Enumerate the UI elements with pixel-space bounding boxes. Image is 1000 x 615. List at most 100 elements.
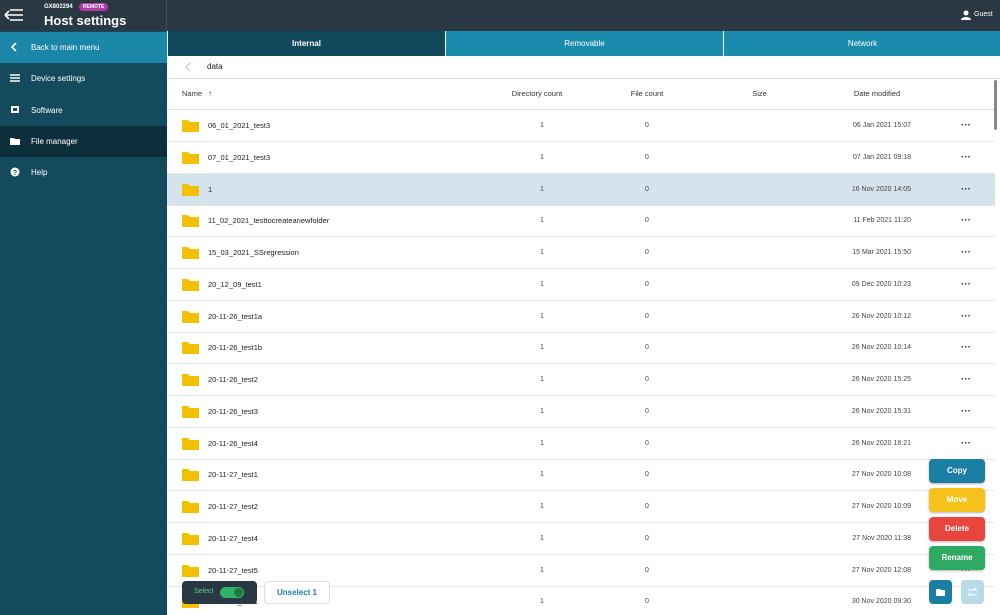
column-header[interactable]: Size xyxy=(752,89,767,98)
date-modified: 27 Nov 2020 11:38 xyxy=(852,534,911,542)
sidebar-item[interactable]: File manager xyxy=(0,125,167,157)
row-menu[interactable]: ··· xyxy=(961,564,971,576)
sidebar-label: File manager xyxy=(31,136,78,146)
unselect-button[interactable]: Unselect 1 xyxy=(264,581,330,604)
date-modified: 27 Nov 2020 10:09 xyxy=(851,503,911,510)
new-folder-button[interactable] xyxy=(929,580,952,604)
date-modified: 06 Jan 2021 15:07 xyxy=(853,122,911,129)
file-row[interactable]: 11_02_2021_testtocreateanewfolder 1 0 11 Fe… xyxy=(167,205,995,238)
directory-count: 1 xyxy=(540,566,544,574)
file-count: 0 xyxy=(645,439,649,447)
file-name: 20-11-26_test3 xyxy=(208,406,258,416)
sidebar-label: Help xyxy=(31,168,48,178)
file-count: 0 xyxy=(645,217,649,225)
page-title: Host settings xyxy=(44,13,127,28)
action-button[interactable]: Rename xyxy=(929,546,985,570)
tab[interactable]: Removable xyxy=(445,31,723,56)
remote-badge: REMOTE xyxy=(79,3,109,11)
tab[interactable]: Internal xyxy=(167,31,445,56)
action-button[interactable]: Delete xyxy=(929,517,985,541)
date-modified: 27 Nov 2020 10:08 xyxy=(851,471,911,479)
file-name: 11_02_2021_testtocreateanewfolder xyxy=(208,216,330,226)
folder-icon xyxy=(182,120,199,132)
action-button[interactable]: Copy xyxy=(929,459,985,483)
date-modified: 26 Nov 2020 10:12 xyxy=(851,312,911,320)
breadcrumb: data xyxy=(207,62,223,71)
row-menu[interactable]: ··· xyxy=(961,374,971,385)
column-header[interactable]: Date modified xyxy=(853,89,901,98)
file-name: 06_01_2021_test3 xyxy=(208,121,271,130)
file-row[interactable]: 20-11-26_test2 1 0 26 Nov 2020 15:25 ··· xyxy=(167,364,995,396)
file-row[interactable]: 1 1 0 16 Nov 2020 14:05 ··· xyxy=(167,173,995,206)
column-header[interactable]: File count xyxy=(630,89,664,98)
user-name[interactable]: Guest xyxy=(974,11,993,18)
sidebar-item[interactable]: ? Help xyxy=(0,157,167,188)
file-name: 20-11-27_test5 xyxy=(208,565,258,575)
directory-count: 1 xyxy=(540,249,544,256)
sidebar-item[interactable]: Software xyxy=(0,95,167,126)
directory-count: 1 xyxy=(540,439,544,447)
row-menu[interactable]: ··· xyxy=(961,151,971,163)
column-header[interactable]: Name xyxy=(182,89,203,98)
sidebar-icon xyxy=(10,74,20,82)
sidebar-item[interactable]: Device settings xyxy=(0,63,167,94)
folder-icon xyxy=(182,469,199,482)
file-count: 0 xyxy=(645,471,649,479)
row-menu[interactable]: ··· xyxy=(961,437,971,449)
file-count: 0 xyxy=(645,407,649,415)
folder-icon xyxy=(182,183,199,196)
svg-text:?: ? xyxy=(13,170,17,177)
file-row[interactable]: 20-11-26_test1a 1 0 26 Nov 2020 10:12 ··· xyxy=(167,301,995,333)
tab[interactable]: Network xyxy=(723,31,1000,56)
file-row[interactable]: 20-11-27_test5 1 0 27 Nov 2020 12:08 ··· xyxy=(167,555,995,587)
file-row[interactable]: 15_03_2021_SSregression 1 0 15 Mar 2021 15:… xyxy=(167,237,995,269)
folder-icon xyxy=(182,278,199,291)
row-menu[interactable]: ··· xyxy=(961,215,971,227)
column-header[interactable]: Directory count xyxy=(511,89,563,98)
directory-count: 1 xyxy=(540,344,544,352)
select-toggle[interactable]: Select xyxy=(182,581,257,604)
row-menu[interactable]: ··· xyxy=(961,310,971,322)
row-menu[interactable]: ··· xyxy=(961,405,971,417)
file-row[interactable]: 07_01_2021_test3 1 0 07 Jan 2021 09:18 ··· xyxy=(167,142,995,174)
file-count: 0 xyxy=(645,598,649,606)
file-count: 0 xyxy=(645,534,649,542)
file-name: 1 xyxy=(208,184,213,194)
row-menu[interactable]: ··· xyxy=(961,342,971,354)
file-name: 07_01_2021_test3 xyxy=(208,152,271,162)
row-menu[interactable]: ··· xyxy=(961,247,971,258)
folder-icon xyxy=(182,501,199,513)
date-modified: 27 Nov 2020 12:08 xyxy=(851,566,911,574)
file-count: 0 xyxy=(645,312,649,320)
file-row[interactable]: 20_12_09_test1 1 0 09 Dec 2020 10:23 ··· xyxy=(167,269,995,301)
file-name: 20-11-27_test4 xyxy=(208,533,258,543)
row-menu[interactable]: ··· xyxy=(961,120,971,131)
sidebar-item[interactable]: Back to main menu xyxy=(0,32,167,63)
directory-count: 1 xyxy=(540,153,544,161)
sidebar-icon xyxy=(10,42,17,52)
row-menu[interactable]: ··· xyxy=(961,183,971,195)
file-name: 20-11-26_test1b xyxy=(208,343,263,353)
swap-button[interactable] xyxy=(961,580,984,604)
row-menu[interactable]: ··· xyxy=(961,278,971,290)
action-button[interactable]: Move xyxy=(929,488,985,512)
directory-count: 1 xyxy=(540,312,544,320)
file-row[interactable]: 20-11-26_test4 1 0 26 Nov 2020 16:21 ··· xyxy=(167,428,995,460)
directory-count: 1 xyxy=(540,376,544,383)
directory-count: 1 xyxy=(540,122,544,129)
menu-toggle[interactable] xyxy=(4,8,24,22)
folder-icon xyxy=(182,215,199,228)
file-name: 20-11-26_test1a xyxy=(208,311,263,321)
sidebar-label: Back to main menu xyxy=(31,43,100,52)
directory-count: 1 xyxy=(540,185,544,193)
file-row[interactable]: 20-11-26_test3 1 0 26 Nov 2020 15:31 ··· xyxy=(167,396,995,428)
top-bar-left: GX802294 REMOTE Host settings xyxy=(0,0,167,31)
sidebar-icon xyxy=(10,137,20,145)
file-row[interactable]: 06_01_2021_test3 1 0 06 Jan 2021 15:07 ··· xyxy=(167,110,995,142)
file-row[interactable]: 20-11-26_test1b 1 0 26 Nov 2020 10:14 ··· xyxy=(167,332,995,365)
back-icon[interactable] xyxy=(185,62,191,72)
